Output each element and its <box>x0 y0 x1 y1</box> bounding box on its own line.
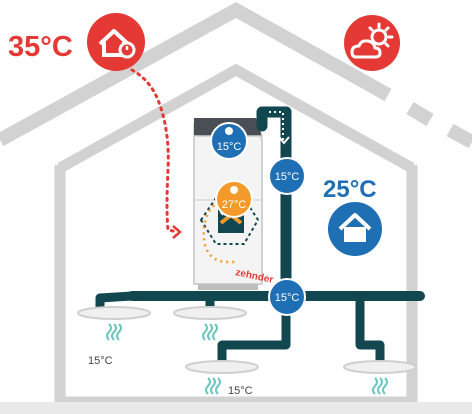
house-heat-icon <box>87 13 145 71</box>
unit-bypass-badge: 27°C <box>215 180 253 218</box>
vent-3-temp: 15°C <box>228 385 253 397</box>
indoor-temperature: 25°C <box>323 176 377 203</box>
vent-1: 15°C <box>77 306 151 367</box>
riser-flow-arrow <box>278 136 290 145</box>
outdoor-temperature: 35°C <box>8 31 73 63</box>
vent-3: 15°C <box>185 360 259 397</box>
riser-badge: 15°C <box>268 157 306 195</box>
vent-4-airflow-icon <box>372 377 388 395</box>
sun-cloud-icon <box>344 15 400 71</box>
outdoor-air-path <box>130 68 180 234</box>
unit-exhaust-temp: 15°C <box>217 141 242 153</box>
vent-3-airflow-icon <box>205 377 221 395</box>
unit-exhaust-badge: 15°C <box>210 122 248 160</box>
vent-2 <box>173 306 247 341</box>
floor <box>0 402 472 414</box>
vent-1-airflow-icon <box>106 323 122 341</box>
junction-badge: 15°C <box>268 278 306 316</box>
junction-temp: 15°C <box>275 292 300 304</box>
vent-4 <box>343 360 417 395</box>
vent-1-temp: 15°C <box>88 355 113 367</box>
outdoor-air-arrow <box>172 225 182 239</box>
house-icon <box>328 202 382 256</box>
vent-2-airflow-icon <box>202 323 218 341</box>
unit-bypass-temp: 27°C <box>222 199 247 211</box>
riser-temp: 15°C <box>275 171 300 183</box>
